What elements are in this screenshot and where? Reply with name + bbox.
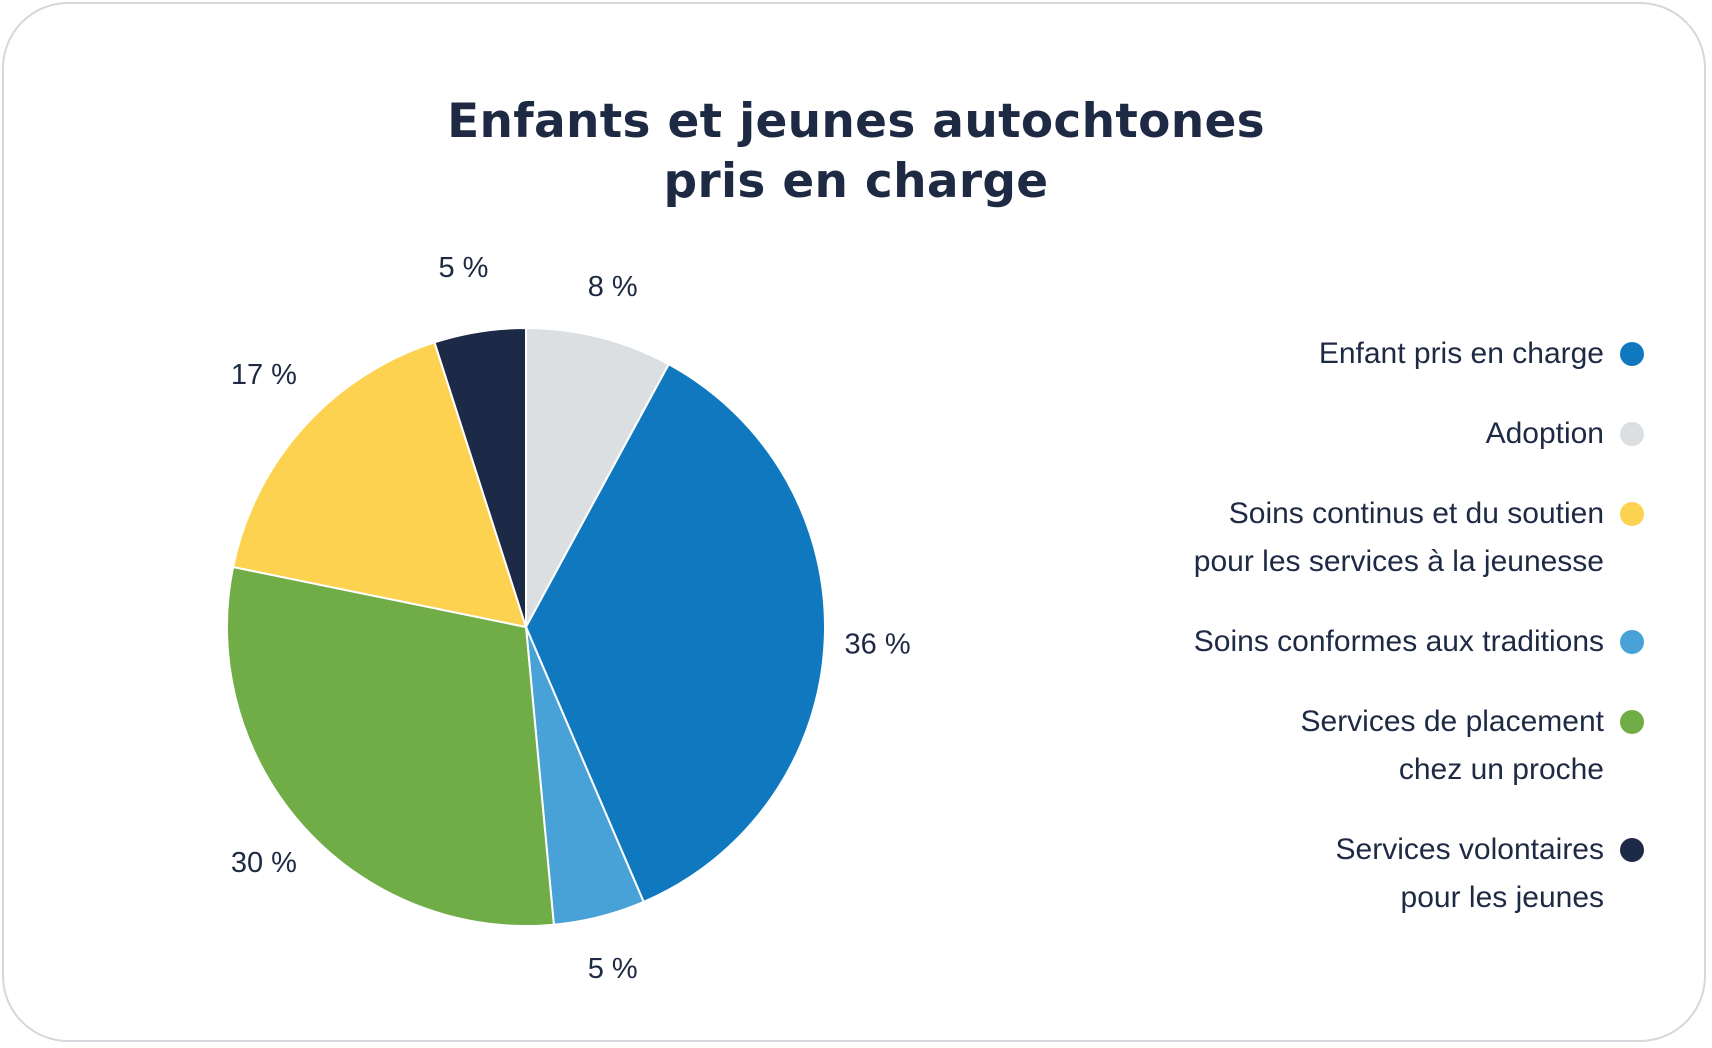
pie-slice-label-6: 5 % (438, 252, 488, 284)
legend-swatch-icon (1620, 710, 1644, 734)
pie-slice-label-5: 17 % (231, 359, 297, 391)
legend-label-line: Adoption (1485, 417, 1604, 450)
chart-title-line-2: pris en charge (663, 154, 1049, 209)
legend-label: Services volontaires pour les jeunes (1336, 826, 1604, 922)
legend-label: Adoption (1486, 410, 1604, 458)
legend-label-line: pour les services à la jeunesse (1193, 545, 1604, 578)
pie-slice-4 (226, 565, 555, 927)
legend-label: Services de placement chez un proche (1301, 698, 1605, 794)
legend-item: Services de placement chez un proche (1301, 698, 1644, 794)
legend-item: Enfant pris en charge (1319, 330, 1644, 378)
legend-label: Soins conformes aux traditions (1194, 618, 1604, 666)
pie-slice-label-1: 8 % (588, 271, 638, 303)
legend-item: Soins continus et du soutien pour les ser… (1194, 490, 1644, 586)
legend-item: Adoption (1486, 410, 1644, 458)
pie-slice-2 (524, 362, 826, 904)
pie-slice-1 (525, 326, 671, 628)
pie-slice-label-2: 36 % (845, 628, 911, 660)
legend-swatch-icon (1620, 630, 1644, 654)
legend-item: Soins conformes aux traditions (1194, 618, 1644, 666)
legend-label-line: pour les jeunes (1400, 881, 1604, 914)
pie-slice-label-4: 30 % (231, 847, 297, 879)
pie-slice-label-3: 5 % (588, 953, 638, 985)
legend-label-line: Services de placement (1300, 705, 1605, 738)
legend-label: Soins continus et du soutien pour les ser… (1194, 490, 1604, 586)
legend-item: Services volontaires pour les jeunes (1336, 826, 1644, 922)
legend-swatch-icon (1620, 502, 1644, 526)
chart-title: Enfants et jeunes autochtones pris en ch… (0, 92, 1712, 212)
legend-label: Enfant pris en charge (1319, 330, 1604, 378)
chart-title-line-1: Enfants et jeunes autochtones (447, 94, 1265, 149)
legend-label-line: Services volontaires (1335, 833, 1604, 866)
legend-label-line: Soins continus et du soutien (1228, 497, 1604, 530)
legend-swatch-icon (1620, 838, 1644, 862)
legend-label-line: chez un proche (1398, 753, 1604, 786)
pie-slice-6 (433, 326, 527, 628)
legend-swatch-icon (1620, 342, 1644, 366)
legend-label-line: Enfant pris en charge (1318, 337, 1604, 370)
pie-slice-5 (231, 341, 528, 629)
legend-swatch-icon (1620, 422, 1644, 446)
legend-label-line: Soins conformes aux traditions (1193, 625, 1604, 658)
